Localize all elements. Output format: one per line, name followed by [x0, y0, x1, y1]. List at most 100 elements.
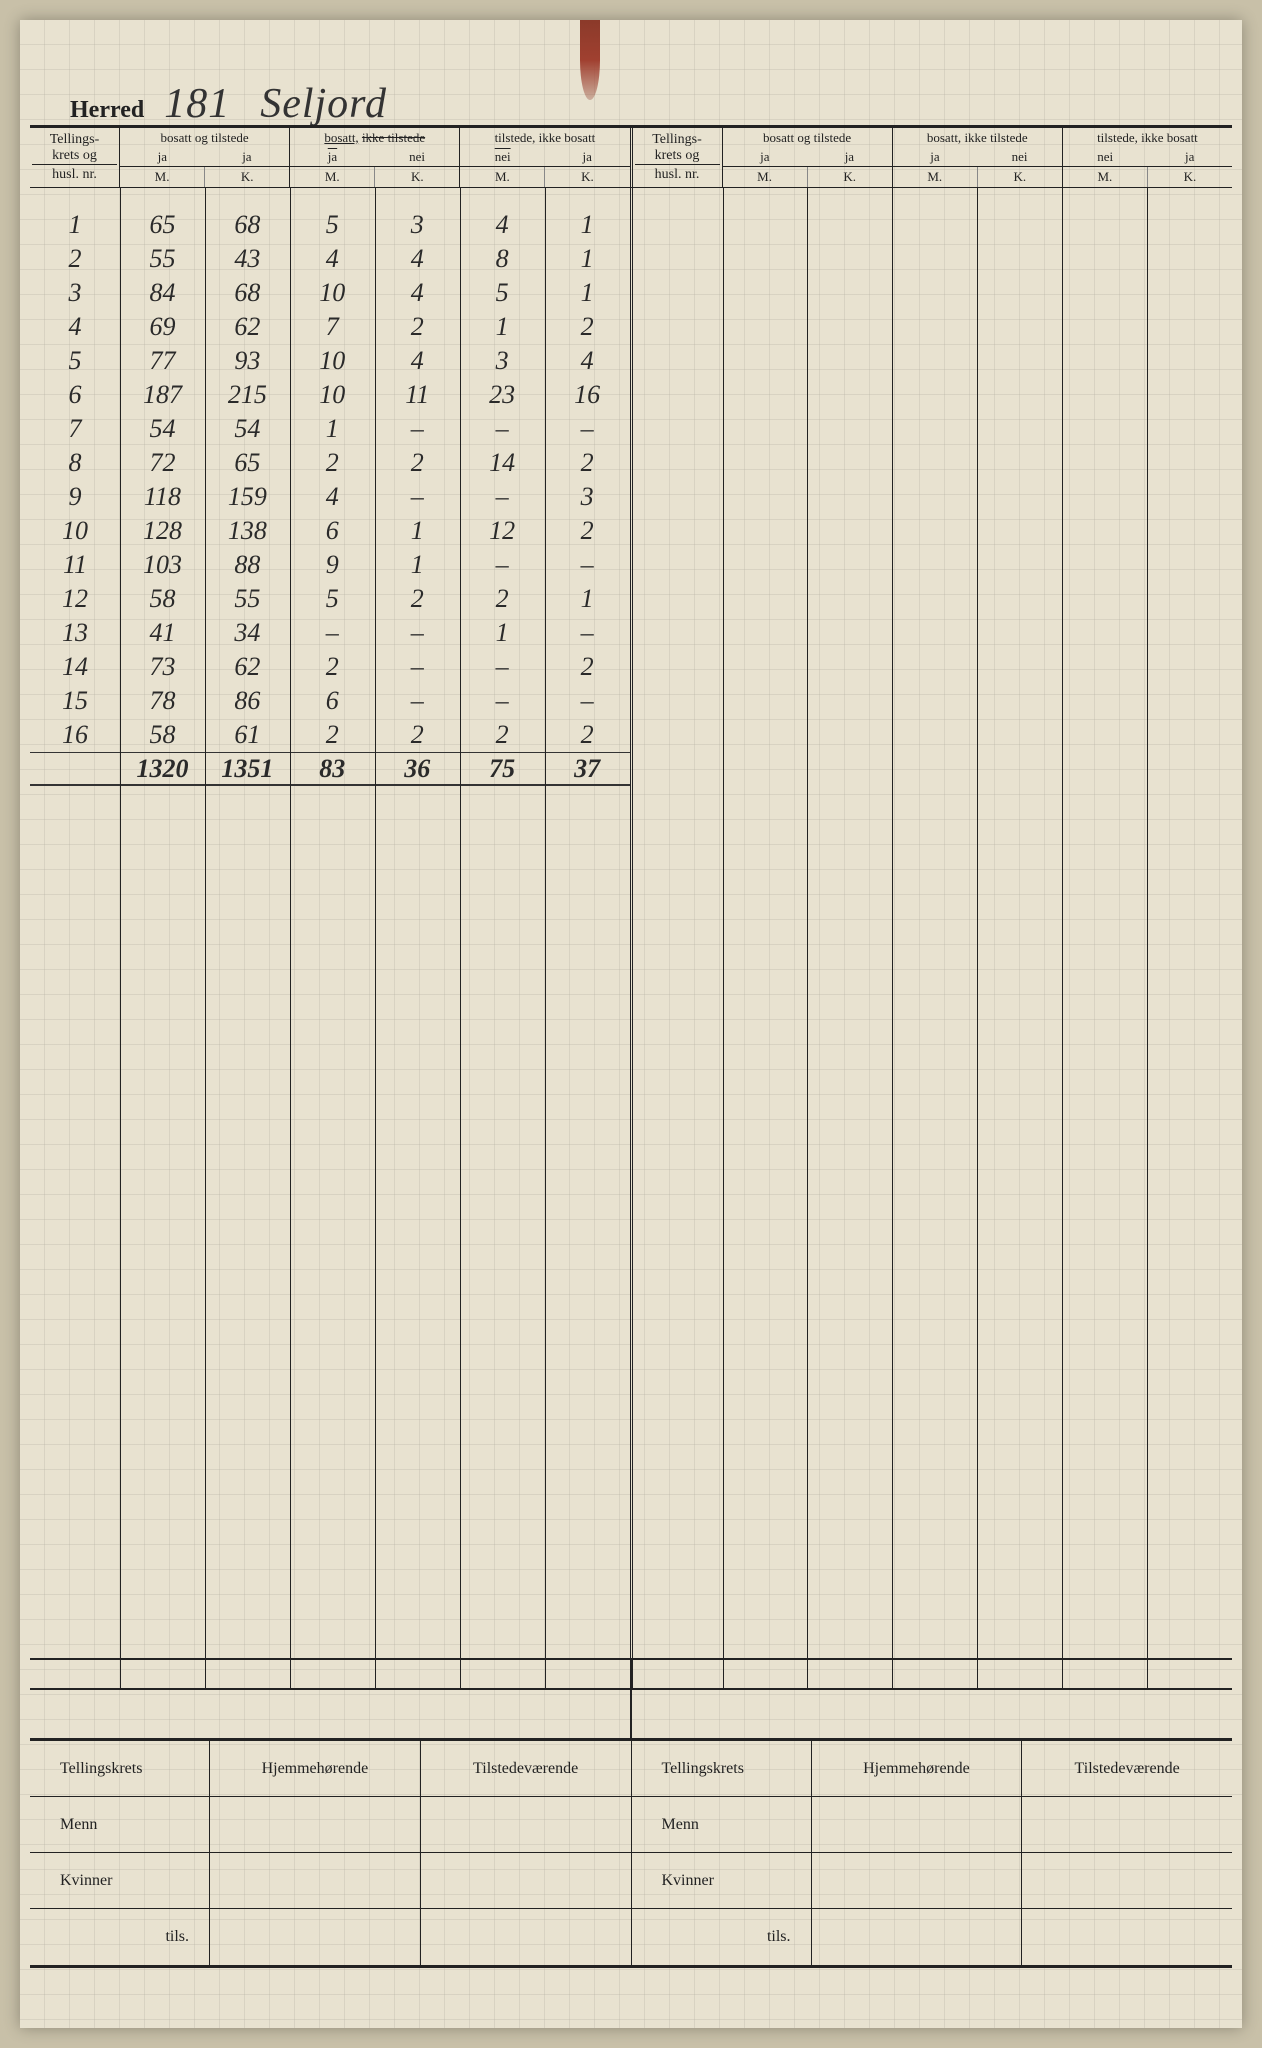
col-nr-header: Tellings- krets og husl. nr. — [30, 128, 120, 187]
nr-line3: husl. nr. — [32, 164, 117, 183]
cell-nr: 4 — [30, 312, 120, 342]
cell-bosatt-tilstede-m: 69 — [120, 312, 205, 342]
cell-bosatt-tilstede-m: 58 — [120, 584, 205, 614]
cell-nr: 12 — [30, 584, 120, 614]
g2-m: M. — [290, 167, 375, 187]
cell-tilstede-ikke-k: 2 — [545, 312, 630, 342]
cell-bosatt-tilstede-m: 58 — [120, 720, 205, 750]
group3-title-r: tilstede, ikke bosatt — [1063, 128, 1232, 148]
group2-title: bosatt, ikke tilstede — [290, 128, 459, 148]
cell-bosatt-ikke-k: 36 — [375, 754, 460, 784]
cell-bosatt-ikke-m: 4 — [290, 482, 375, 512]
cell-bosatt-tilstede-k: 43 — [205, 244, 290, 274]
cell-bosatt-tilstede-m: 54 — [120, 414, 205, 444]
ledger-page: Herred 181 Seljord Tellings- krets og hu… — [20, 20, 1242, 2028]
cell-tilstede-ikke-m: – — [460, 686, 545, 716]
cell-bosatt-tilstede-k: 68 — [205, 210, 290, 240]
cell-tilstede-ikke-m: – — [460, 414, 545, 444]
cell-bosatt-ikke-k: 4 — [375, 244, 460, 274]
g2-k: K. — [375, 167, 459, 187]
cell-nr: 9 — [30, 482, 120, 512]
header-left-half: Tellings- krets og husl. nr. bosatt og t… — [30, 128, 633, 187]
nr-line3-r: husl. nr. — [635, 164, 720, 183]
cell-bosatt-ikke-m: 10 — [290, 346, 375, 376]
summary-tils: tils. — [30, 1909, 210, 1965]
summary-kvinner-tilstede — [421, 1853, 631, 1908]
census-table: Tellings- krets og husl. nr. bosatt og t… — [30, 125, 1232, 1690]
cell-bosatt-ikke-m: 4 — [290, 244, 375, 274]
cell-tilstede-ikke-k: – — [545, 618, 630, 648]
summary-h2: Hjemmehørende — [210, 1741, 421, 1796]
cell-tilstede-ikke-m: 8 — [460, 244, 545, 274]
cell-bosatt-tilstede-m: 55 — [120, 244, 205, 274]
cell-tilstede-ikke-k: 2 — [545, 720, 630, 750]
cell-tilstede-ikke-k: 1 — [545, 210, 630, 240]
cell-bosatt-tilstede-k: 68 — [205, 278, 290, 308]
cell-bosatt-ikke-k: – — [375, 618, 460, 648]
data-left-half: 1656853412554344813846810451469627212577… — [30, 188, 633, 1688]
cell-tilstede-ikke-m: 23 — [460, 380, 545, 410]
summary-menn-row: Menn — [30, 1797, 631, 1853]
cell-tilstede-ikke-m: 3 — [460, 346, 545, 376]
cell-bosatt-ikke-k: 3 — [375, 210, 460, 240]
nr-line1-r: Tellings- — [635, 132, 720, 148]
summary-h1: Tellingskrets — [30, 1741, 210, 1796]
summary-header-row: Tellingskrets Hjemmehørende Tilstedevære… — [30, 1741, 631, 1797]
cell-bosatt-ikke-m: 5 — [290, 584, 375, 614]
cell-bosatt-tilstede-k: 62 — [205, 652, 290, 682]
summary-kvinner-row: Kvinner — [30, 1853, 631, 1909]
cell-nr: 5 — [30, 346, 120, 376]
cell-bosatt-tilstede-k: 138 — [205, 516, 290, 546]
cell-bosatt-ikke-m: 2 — [290, 448, 375, 478]
cell-tilstede-ikke-k: 2 — [545, 652, 630, 682]
cell-bosatt-ikke-k: – — [375, 652, 460, 682]
cell-tilstede-ikke-k: 37 — [545, 754, 630, 784]
cell-bosatt-ikke-k: 2 — [375, 720, 460, 750]
summary-kvinner-hjemme — [210, 1853, 421, 1908]
g1-sub1: ja — [120, 148, 205, 166]
summary-section: Tellingskrets Hjemmehørende Tilstedevære… — [30, 1738, 1232, 1968]
cell-bosatt-tilstede-m: 187 — [120, 380, 205, 410]
nr-line2-r: krets og — [635, 148, 720, 164]
col-group-2r: bosatt, ikke tilstede ja nei M. K. — [893, 128, 1063, 187]
cell-bosatt-ikke-m: 6 — [290, 516, 375, 546]
summary-tils-tilstede — [421, 1909, 631, 1965]
cell-bosatt-tilstede-m: 73 — [120, 652, 205, 682]
cell-bosatt-ikke-m: – — [290, 618, 375, 648]
cell-tilstede-ikke-k: – — [545, 414, 630, 444]
cell-bosatt-tilstede-m: 72 — [120, 448, 205, 478]
cell-nr: 10 — [30, 516, 120, 546]
cell-nr: 16 — [30, 720, 120, 750]
g1-m: M. — [120, 167, 205, 187]
cell-bosatt-ikke-k: 1 — [375, 550, 460, 580]
cell-bosatt-tilstede-k: 159 — [205, 482, 290, 512]
cell-tilstede-ikke-k: 1 — [545, 584, 630, 614]
cell-bosatt-tilstede-k: 215 — [205, 380, 290, 410]
cell-nr: 15 — [30, 686, 120, 716]
g2-sub1: ja — [290, 148, 375, 166]
summary-right: Tellingskrets Hjemmehørende Tilstedevære… — [632, 1741, 1233, 1965]
cell-bosatt-tilstede-m: 128 — [120, 516, 205, 546]
cell-tilstede-ikke-m: 1 — [460, 312, 545, 342]
summary-menn-hjemme — [210, 1797, 421, 1852]
cell-tilstede-ikke-m: 2 — [460, 584, 545, 614]
cell-bosatt-tilstede-m: 1320 — [120, 754, 205, 784]
cell-bosatt-ikke-m: 9 — [290, 550, 375, 580]
cell-bosatt-ikke-m: 2 — [290, 652, 375, 682]
cell-tilstede-ikke-k: 16 — [545, 380, 630, 410]
herred-label: Herred — [70, 97, 144, 124]
cell-bosatt-ikke-k: 1 — [375, 516, 460, 546]
cell-bosatt-tilstede-m: 103 — [120, 550, 205, 580]
group3-title: tilstede, ikke bosatt — [460, 128, 629, 148]
cell-bosatt-tilstede-k: 54 — [205, 414, 290, 444]
g1-k: K. — [205, 167, 289, 187]
cell-nr: 7 — [30, 414, 120, 444]
summary-tils-row: tils. — [30, 1909, 631, 1965]
table-body: 1656853412554344813846810451469627212577… — [30, 188, 1232, 1688]
g3-sub2: ja — [545, 148, 630, 166]
cell-bosatt-ikke-m: 7 — [290, 312, 375, 342]
g2-sub2: nei — [375, 148, 460, 166]
group1-title: bosatt og tilstede — [120, 128, 289, 148]
cell-bosatt-ikke-k: 2 — [375, 584, 460, 614]
cell-bosatt-ikke-m: 6 — [290, 686, 375, 716]
